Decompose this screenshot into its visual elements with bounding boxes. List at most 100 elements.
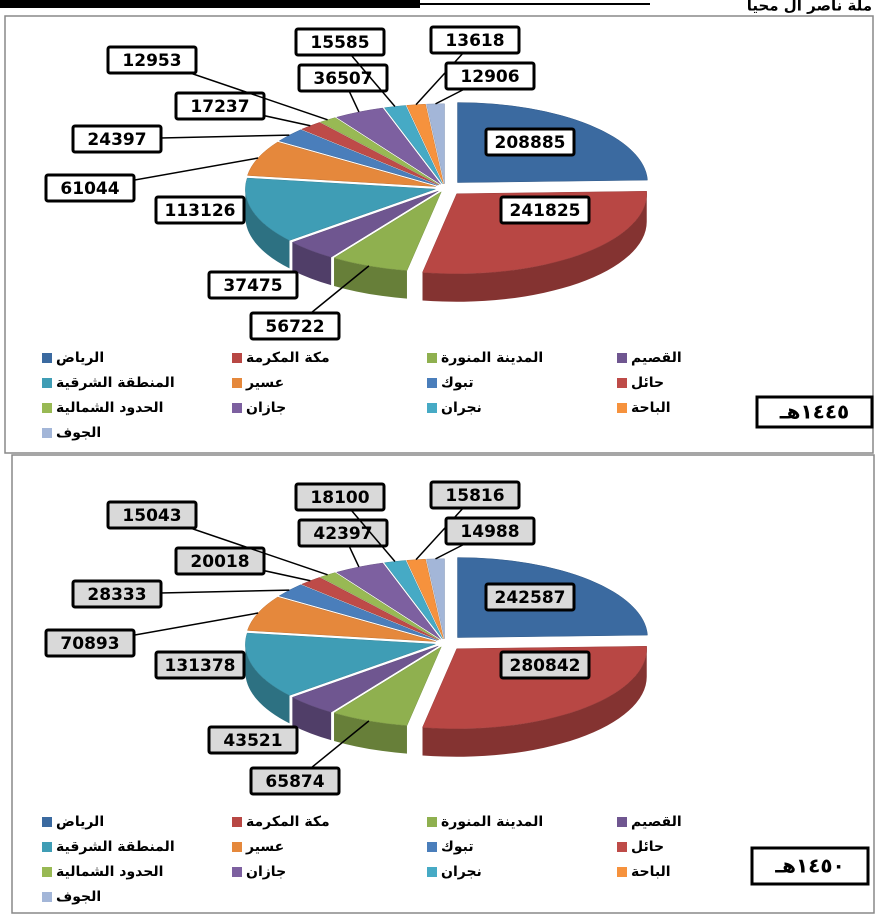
data-label: 43521 <box>223 731 282 751</box>
legend-label: المنطقة الشرقية <box>56 375 175 391</box>
slice <box>291 190 439 258</box>
legend-label: القصيم <box>631 814 682 830</box>
data-label: 12953 <box>122 51 181 71</box>
slice-side <box>245 189 290 269</box>
data-label: 242587 <box>495 588 566 608</box>
legend-label: الحدود الشمالية <box>56 400 163 416</box>
legend-swatch <box>232 817 242 827</box>
chart-title: ١٤٥٠هـ <box>774 854 845 878</box>
slice <box>245 177 436 241</box>
slice-side <box>292 697 332 741</box>
slice-side <box>292 242 332 286</box>
slice <box>426 103 445 184</box>
label-box <box>174 546 266 576</box>
data-label: 36507 <box>313 69 372 89</box>
data-label: 12906 <box>460 67 519 87</box>
label-box <box>106 500 198 530</box>
data-label: 15585 <box>310 33 369 53</box>
data-label: 24397 <box>87 130 146 150</box>
data-label: 208885 <box>495 133 566 153</box>
legend-label: الباحة <box>631 864 671 880</box>
data-label: 13618 <box>445 31 504 51</box>
label-box <box>499 195 591 225</box>
legend-swatch <box>427 842 437 852</box>
legend-label: الجوف <box>56 425 101 441</box>
slice <box>422 646 647 729</box>
slice <box>319 572 440 640</box>
legend-swatch <box>42 428 52 438</box>
data-label: 65874 <box>265 772 324 792</box>
label-box <box>484 582 576 612</box>
legend-label: الرياض <box>56 350 104 366</box>
legend-swatch <box>42 403 52 413</box>
slice <box>247 141 436 187</box>
slice <box>333 191 442 271</box>
label-box <box>207 725 299 755</box>
top-bar <box>0 0 420 8</box>
slice <box>422 191 647 274</box>
legend-label: مكة المكرمة <box>246 814 330 830</box>
label-box <box>499 650 591 680</box>
header: ملة ناصر آل محيا <box>747 0 872 15</box>
title-box <box>755 395 874 429</box>
label-box <box>294 27 386 57</box>
label-box <box>249 766 341 796</box>
legend-label: جازان <box>246 400 286 416</box>
legend-label: عسير <box>245 839 284 855</box>
slice <box>383 560 443 640</box>
legend-swatch <box>42 817 52 827</box>
legend-swatch <box>42 867 52 877</box>
legend-label: نجران <box>441 400 482 416</box>
label-box <box>249 311 341 341</box>
legend-swatch <box>232 378 242 388</box>
slice <box>426 558 445 639</box>
legend-swatch <box>617 353 627 363</box>
slice <box>245 632 436 696</box>
legend-label: الرياض <box>56 814 104 830</box>
legend-label: المدينة المنورة <box>441 814 543 830</box>
slice-side <box>422 648 647 757</box>
slice <box>247 596 436 642</box>
data-label: 28333 <box>87 585 146 605</box>
legend-swatch <box>232 867 242 877</box>
data-label: 241825 <box>510 201 581 221</box>
data-label: 15043 <box>122 506 181 526</box>
legend-swatch <box>617 817 627 827</box>
legend-label: تبوك <box>441 375 474 391</box>
slice-side <box>245 644 290 724</box>
legend-swatch <box>427 867 437 877</box>
label-box <box>154 195 246 225</box>
legend-swatch <box>232 842 242 852</box>
legend-swatch <box>427 353 437 363</box>
legend-label: مكة المكرمة <box>246 350 330 366</box>
legend-swatch <box>232 403 242 413</box>
label-box <box>444 61 536 91</box>
legend-swatch <box>427 403 437 413</box>
slice <box>406 103 444 184</box>
label-box <box>429 480 521 510</box>
legend-swatch <box>617 378 627 388</box>
legend-label: عسير <box>245 375 284 391</box>
data-label: 17237 <box>190 97 249 117</box>
label-box <box>106 45 198 75</box>
legend-swatch <box>617 867 627 877</box>
slice <box>336 107 441 185</box>
label-box <box>44 173 136 203</box>
label-box <box>71 124 163 154</box>
data-label: 18100 <box>310 488 369 508</box>
data-label: 42397 <box>313 524 372 544</box>
legend-swatch <box>617 403 627 413</box>
slice <box>278 584 438 641</box>
legend-swatch <box>232 353 242 363</box>
legend-swatch <box>427 817 437 827</box>
slice-side <box>334 257 407 299</box>
slice <box>336 562 441 640</box>
legend-swatch <box>42 353 52 363</box>
legend-label: الحدود الشمالية <box>56 864 163 880</box>
data-label: 37475 <box>223 276 282 296</box>
legend-swatch <box>617 842 627 852</box>
data-label: 131378 <box>165 656 236 676</box>
label-box <box>154 650 246 680</box>
legend-label: نجران <box>441 864 482 880</box>
